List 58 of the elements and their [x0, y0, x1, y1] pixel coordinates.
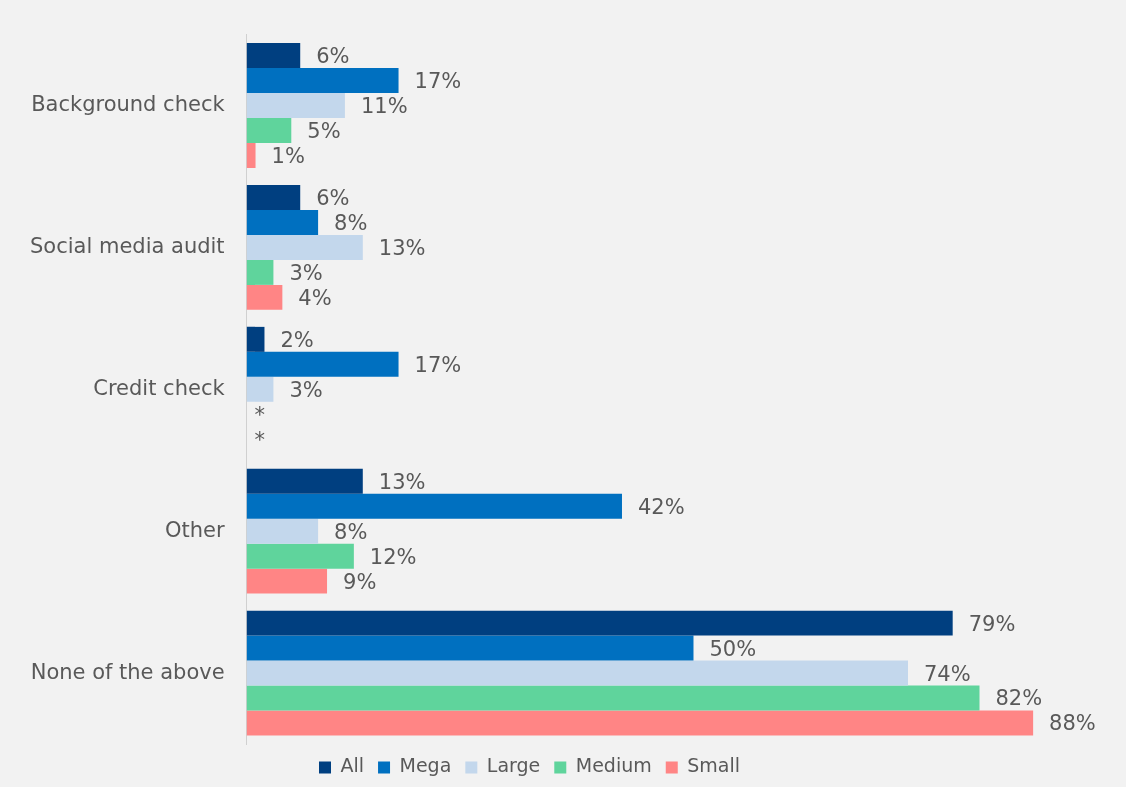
y-tick-label: Background check — [31, 91, 226, 116]
data-label: 82% — [995, 686, 1043, 711]
bar — [246, 209, 319, 235]
y-tick-label: Other — [164, 517, 225, 542]
data-label: 17% — [414, 69, 462, 94]
bar — [246, 568, 328, 594]
data-label: 5% — [307, 118, 341, 143]
y-tick-label: Social media audit — [29, 233, 225, 258]
data-label: 3% — [289, 260, 323, 285]
bar — [246, 351, 399, 377]
bar — [246, 493, 622, 519]
data-label: 3% — [289, 377, 323, 402]
bar — [246, 68, 399, 94]
bar — [246, 43, 301, 69]
text: * — [254, 402, 266, 427]
data-label: 17% — [414, 352, 462, 377]
data-label: 2% — [280, 327, 314, 352]
legend-label: Mega — [399, 754, 452, 777]
bar — [246, 543, 354, 569]
data-label: 8% — [334, 519, 368, 544]
data-label: 6% — [316, 44, 350, 69]
bar — [246, 518, 319, 544]
data-label: 50% — [709, 636, 757, 661]
legend-label: Small — [687, 754, 741, 777]
legend-label: Large — [486, 754, 541, 777]
data-label: 13% — [378, 469, 426, 494]
bar — [246, 284, 283, 310]
bar — [246, 234, 363, 260]
text: * — [254, 427, 266, 452]
data-label: 1% — [271, 143, 305, 168]
data-label: 8% — [334, 210, 368, 235]
bar — [246, 259, 274, 285]
y-tick-label: None of the above — [30, 659, 225, 684]
bar — [246, 326, 265, 352]
bar — [246, 660, 908, 686]
y-tick-label: Credit check — [93, 375, 226, 400]
legend-label: All — [340, 754, 365, 777]
bar — [246, 685, 980, 711]
bar — [246, 376, 274, 402]
data-label: 6% — [316, 185, 350, 210]
data-label: 11% — [360, 93, 408, 118]
bar — [246, 118, 292, 143]
legend-label: Medium — [575, 754, 652, 777]
data-label: 4% — [298, 285, 332, 310]
bar — [246, 610, 953, 636]
data-label: 88% — [1049, 711, 1096, 736]
bar — [246, 635, 694, 661]
data-label: 74% — [924, 661, 971, 686]
data-label: 79% — [968, 611, 1016, 636]
data-label: 12% — [369, 544, 417, 569]
bar — [246, 710, 1034, 736]
data-label: 42% — [637, 494, 685, 519]
data-label: 13% — [378, 235, 426, 260]
bar — [246, 93, 345, 119]
bar — [246, 143, 256, 168]
bar — [246, 184, 301, 210]
bar — [246, 468, 363, 494]
data-label: 9% — [343, 569, 377, 594]
